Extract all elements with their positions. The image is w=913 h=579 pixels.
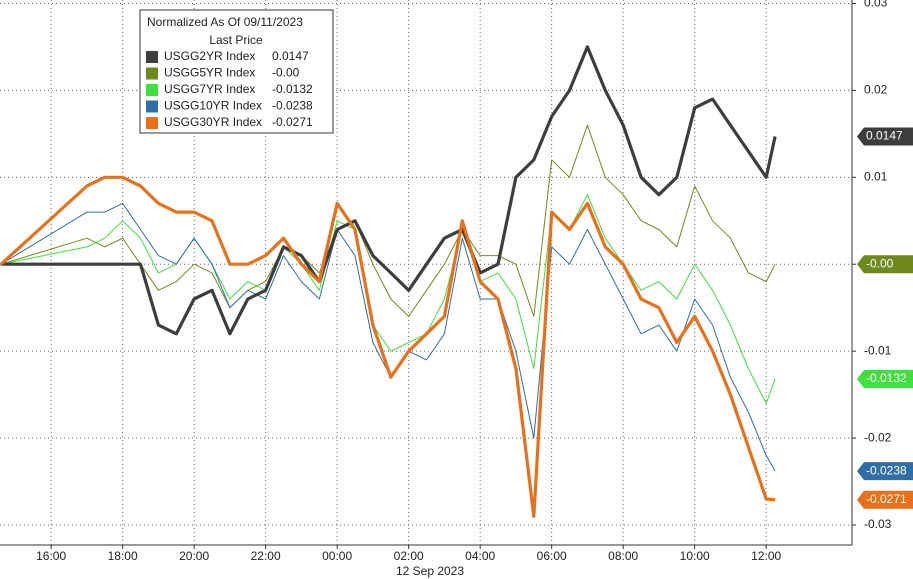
legend-value: -0.00 — [272, 66, 300, 80]
last-value-tag — [857, 490, 913, 509]
legend-swatch — [146, 117, 158, 129]
x-tick-label: 18:00 — [108, 549, 138, 563]
last-value-tag — [857, 369, 913, 388]
x-tick-label: 22:00 — [251, 549, 281, 563]
x-tick-label: 02:00 — [394, 549, 424, 563]
legend-value: -0.0132 — [272, 82, 313, 96]
legend-label: USGG10YR Index — [164, 99, 262, 113]
legend-swatch — [146, 100, 158, 113]
legend-label: USGG2YR Index — [164, 49, 255, 63]
last-value-tag — [857, 462, 913, 481]
x-tick-label: 08:00 — [608, 549, 638, 563]
date-label: 12 Sep 2023 — [396, 564, 464, 578]
legend-box — [139, 9, 334, 134]
y-tick-label: 0.02 — [864, 83, 888, 97]
last-value-label: -0.0271 — [866, 492, 907, 506]
last-value-label: 0.0147 — [866, 129, 903, 143]
legend-label: USGG5YR Index — [164, 66, 255, 80]
legend-value: -0.0271 — [272, 115, 313, 129]
last-value-tag — [857, 127, 913, 146]
y-tick-label: 0.01 — [864, 169, 888, 183]
series-line — [0, 202, 776, 472]
x-tick-label: 20:00 — [179, 549, 209, 563]
legend-value: 0.0147 — [272, 49, 309, 63]
x-tick-label: 00:00 — [322, 549, 352, 563]
y-tick-label: 0.03 — [864, 0, 888, 10]
legend-value: -0.0238 — [272, 99, 313, 113]
last-value-label: -0.00 — [866, 256, 894, 270]
series-line — [0, 175, 776, 518]
y-tick-label: -0.02 — [864, 430, 892, 444]
legend-title: Normalized As Of 09/11/2023 — [147, 15, 303, 29]
series-line — [1, 45, 777, 336]
legend-label: USGG7YR Index — [164, 82, 255, 96]
x-tick-label: 06:00 — [537, 549, 567, 563]
y-tick-label: -0.01 — [864, 343, 892, 357]
legend-swatch — [146, 84, 158, 96]
legend-swatch — [146, 51, 158, 63]
legend-swatch — [146, 67, 158, 80]
x-tick-label: 12:00 — [751, 549, 781, 563]
last-value-tag — [857, 255, 913, 274]
legend-subtitle: Last Price — [209, 33, 263, 47]
x-tick-label: 16:00 — [36, 549, 66, 563]
series-line — [0, 124, 776, 317]
x-tick-label: 04:00 — [465, 549, 495, 563]
last-value-label: -0.0238 — [866, 463, 907, 477]
x-tick-label: 10:00 — [680, 549, 710, 563]
y-tick-label: -0.03 — [864, 517, 892, 531]
last-value-label: -0.0132 — [866, 371, 907, 385]
legend-label: USGG30YR Index — [164, 115, 262, 129]
